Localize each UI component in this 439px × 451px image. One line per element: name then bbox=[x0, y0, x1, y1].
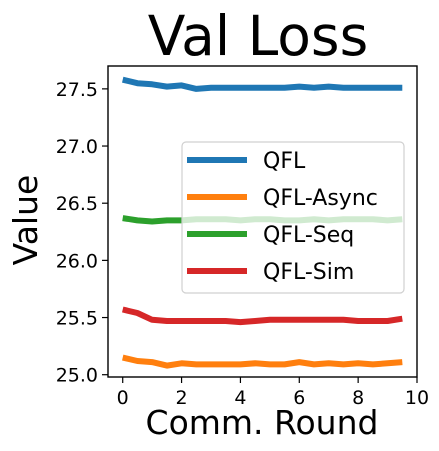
legend-label: QFL-Seq bbox=[263, 223, 354, 248]
axis-ticks: 0 2 4 6 8 10 25.0 25.5 26.0 26.5 27.0 27.5 bbox=[56, 79, 429, 409]
y-tick-label: 27.0 bbox=[56, 136, 98, 158]
legend-label: QFL-Async bbox=[263, 186, 378, 211]
y-tick-label: 27.5 bbox=[56, 79, 98, 101]
x-tick-label: 6 bbox=[293, 387, 305, 409]
legend: QFL QFL-Async QFL-Seq QFL-Sim bbox=[181, 141, 405, 294]
legend-label: QFL bbox=[263, 149, 306, 174]
x-tick-label: 0 bbox=[117, 387, 129, 409]
x-axis-label: Comm. Round bbox=[146, 403, 379, 442]
y-axis-label: Value bbox=[6, 175, 45, 266]
legend-label: QFL-Sim bbox=[263, 260, 354, 285]
x-tick-label: 10 bbox=[405, 387, 429, 409]
x-tick-label: 4 bbox=[234, 387, 246, 409]
plot-frame bbox=[107, 65, 418, 378]
x-tick-label: 2 bbox=[176, 387, 188, 409]
series-line-qfl-sim bbox=[122, 306, 403, 326]
legend-box bbox=[181, 141, 405, 294]
series-line-qfl bbox=[122, 76, 403, 92]
y-tick-label: 26.5 bbox=[56, 193, 98, 215]
x-tick-label: 8 bbox=[352, 387, 364, 409]
y-tick-label: 26.0 bbox=[56, 250, 98, 272]
y-tick-label: 25.5 bbox=[56, 308, 98, 330]
chart-title: Val Loss bbox=[148, 4, 368, 68]
y-tick-label: 25.0 bbox=[56, 365, 98, 387]
series-line-qfl-async bbox=[122, 354, 403, 369]
